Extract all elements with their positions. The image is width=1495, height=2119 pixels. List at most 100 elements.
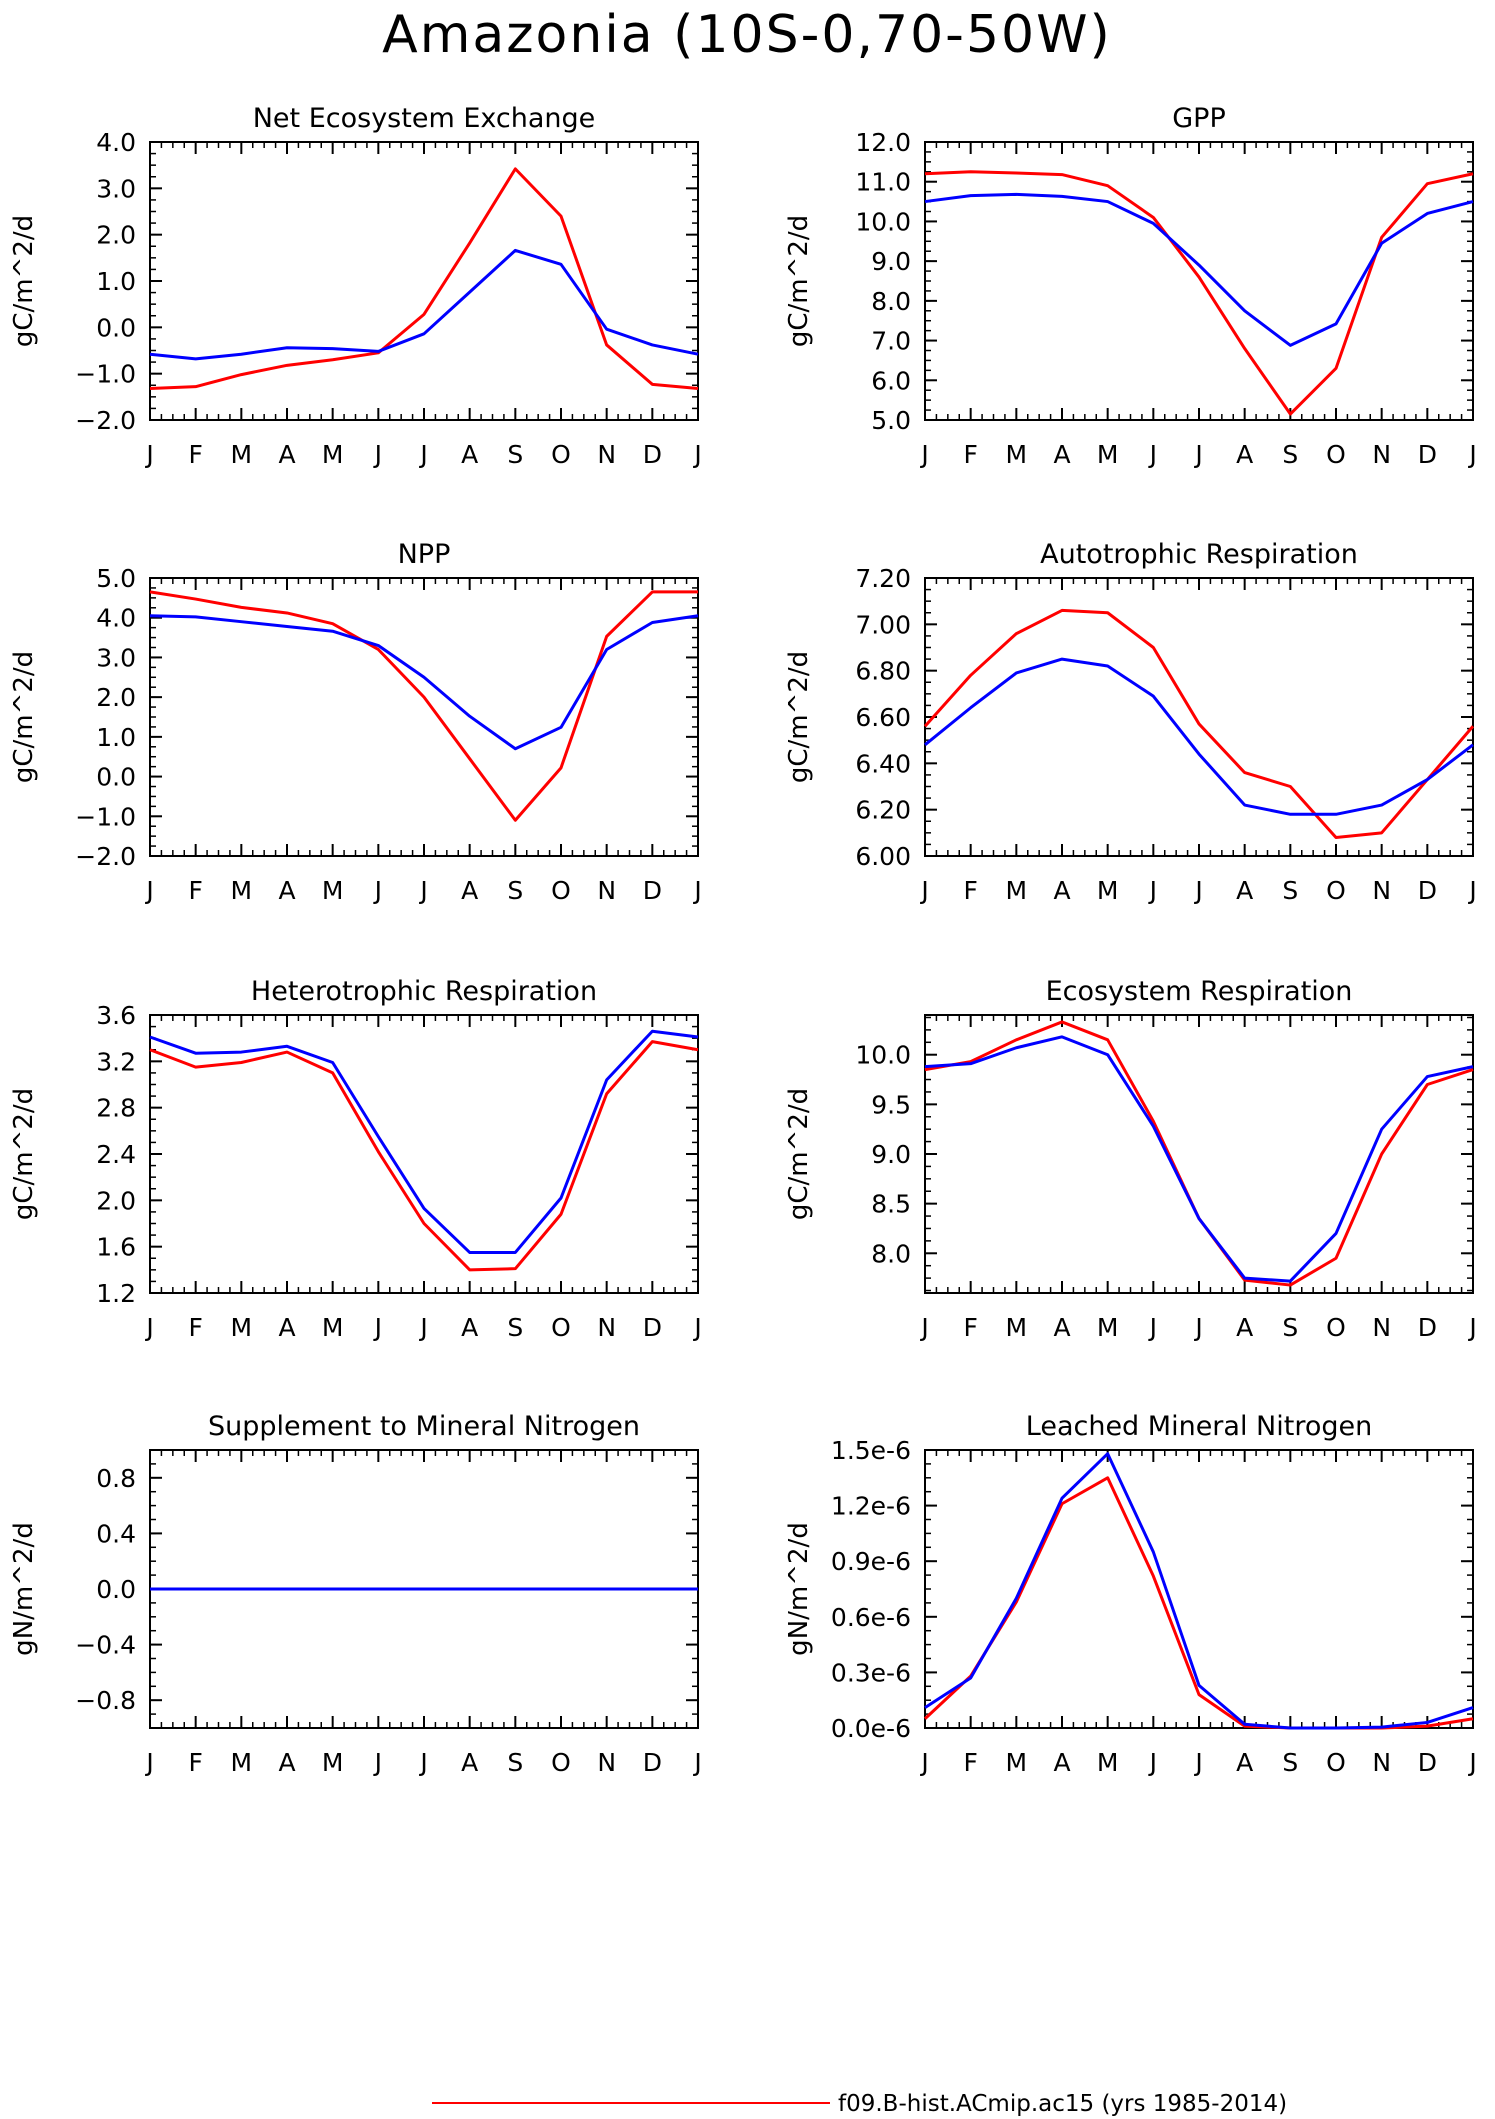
x-tick-label: A [1053,876,1070,905]
x-tick-label: M [322,1313,344,1342]
panel-title: Autotrophic Respiration [1040,539,1358,570]
y-tick-label: 11.0 [855,168,911,197]
y-tick-label: −1.0 [75,360,136,389]
y-tick-label: 0.8 [96,1464,136,1493]
y-tick-label: 2.4 [96,1140,136,1169]
y-tick-label: 3.2 [96,1047,136,1076]
x-tick-label: M [322,876,344,905]
series-line-red [149,590,698,822]
y-tick-label: 1.0 [96,267,136,296]
y-tick-label: 1.6 [96,1233,136,1262]
x-tick-label: M [1006,440,1028,469]
series-line-red [149,1040,699,1272]
x-tick-label: F [963,1748,977,1777]
y-tick-label: −0.4 [75,1631,136,1660]
x-tick-label: O [1326,440,1346,469]
x-tick-label: J [418,876,427,905]
x-tick-label: J [1467,876,1476,905]
y-tick-label: 9.5 [871,1090,911,1119]
x-tick-label: M [231,440,253,469]
x-tick-label: M [322,1748,344,1777]
y-tick-label: 7.20 [855,564,911,593]
y-tick-label: 3.0 [96,643,136,672]
panel-title: Heterotrophic Respiration [251,976,597,1007]
x-tick-label: O [1326,876,1346,905]
y-axis-label: gC/m^2/d [784,1088,814,1220]
x-tick-label: J [692,440,701,469]
x-tick-label: O [551,876,571,905]
y-tick-label: 0.3e-6 [831,1658,911,1687]
x-tick-label: F [963,876,977,905]
y-tick-label: 12.0 [855,128,911,157]
x-tick-label: J [144,1748,153,1777]
x-tick-label: M [1097,440,1119,469]
y-axis-label: gC/m^2/d [9,1088,39,1220]
y-tick-label: 0.4 [96,1519,136,1548]
series-line-blue [149,248,699,361]
panel-title: Leached Mineral Nitrogen [1026,1411,1372,1442]
x-tick-label: A [278,1748,295,1777]
x-tick-label: D [643,876,662,905]
y-tick-label: 2.8 [96,1094,136,1123]
x-tick-label: D [1418,1748,1437,1777]
y-tick-label: 4.0 [96,128,136,157]
y-tick-label: 8.0 [871,1239,911,1268]
x-tick-label: A [461,1313,478,1342]
x-tick-label: F [963,440,977,469]
x-tick-label: J [919,440,928,469]
x-tick-label: N [597,440,616,469]
x-tick-label: S [507,1748,523,1777]
x-tick-label: J [1193,876,1202,905]
x-tick-label: O [551,1748,571,1777]
x-tick-label: A [1236,876,1253,905]
series-line-blue [924,1035,1474,1283]
plot-frame [149,1014,699,1294]
y-axis-label: gC/m^2/d [9,651,39,783]
x-tick-label: D [643,440,662,469]
y-tick-label: 9.0 [871,247,911,276]
y-tick-label: 6.20 [855,796,911,825]
y-tick-label: 0.0e-6 [831,1714,911,1743]
x-tick-label: A [278,876,295,905]
legend-label: f09.B-hist.ACmip.ac15 (yrs 1985-2014) [838,2091,1287,2117]
y-tick-label: 5.0 [871,406,911,435]
y-tick-label: 5.0 [96,564,136,593]
panel-title: Ecosystem Respiration [1046,976,1353,1007]
y-tick-label: −2.0 [75,842,136,871]
x-tick-label: A [1236,440,1253,469]
chart-panel-7: Supplement to Mineral Nitrogen gN/m^2/d J F… [9,1411,702,1777]
x-tick-label: D [1418,440,1437,469]
x-tick-label: J [144,440,153,469]
x-tick-label: N [1372,440,1391,469]
x-tick-label: J [692,1313,701,1342]
y-tick-label: −0.8 [75,1686,136,1715]
y-tick-label: 6.0 [871,366,911,395]
y-tick-label: 1.0 [96,723,136,752]
series-line-blue [924,1452,1474,1730]
y-tick-label: 10.0 [855,207,911,236]
x-tick-label: S [507,440,523,469]
x-tick-label: J [1193,1313,1202,1342]
panel-title: Supplement to Mineral Nitrogen [208,1411,640,1442]
x-tick-label: J [1467,440,1476,469]
legend: f09.B-hist.ACmip.ac15 (yrs 1985-2014) [432,2091,1287,2117]
x-tick-label: O [1326,1313,1346,1342]
x-tick-label: A [1236,1313,1253,1342]
x-tick-label: A [1053,440,1070,469]
x-tick-label: A [278,440,295,469]
x-tick-label: J [144,1313,153,1342]
x-tick-label: J [1193,440,1202,469]
x-tick-label: S [1282,440,1298,469]
y-tick-label: 0.9e-6 [831,1547,911,1576]
x-tick-label: N [597,1313,616,1342]
x-tick-label: D [1418,876,1437,905]
y-tick-label: 4.0 [96,604,136,633]
y-tick-label: 2.0 [96,683,136,712]
x-tick-label: N [1372,876,1391,905]
